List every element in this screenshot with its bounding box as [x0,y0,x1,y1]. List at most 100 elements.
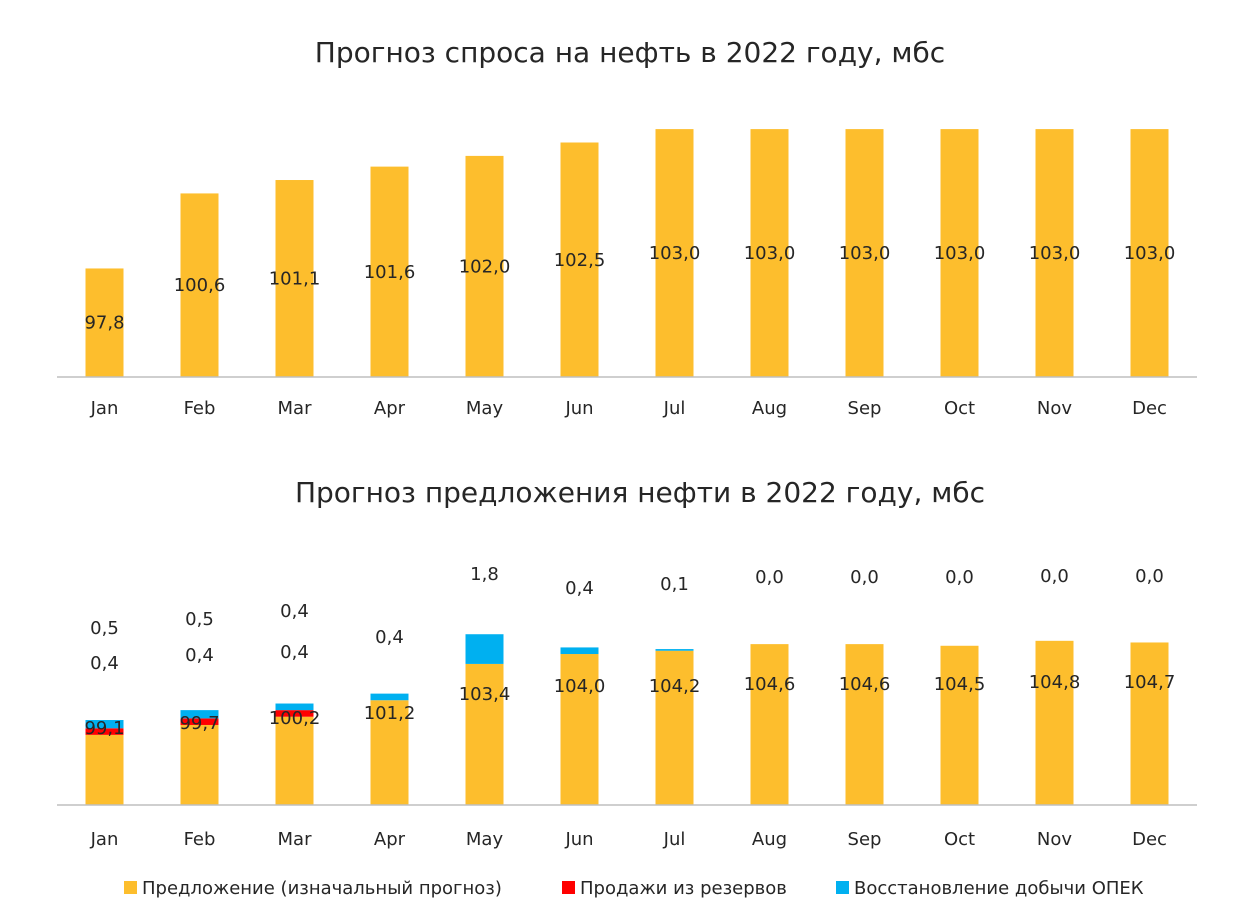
supply-bar-supply-sep [845,644,884,805]
legend-supply-swatch [124,881,137,894]
opec-value-label: 0,0 [850,567,879,588]
opec-value-label: 0,0 [945,567,974,588]
demand-tick-label: Nov [1037,398,1072,419]
supply-tick-label: Jan [90,829,119,850]
supply-tick-label: Dec [1132,829,1167,850]
demand-value-label: 103,0 [1029,243,1081,264]
supply-value-label: 104,5 [934,674,986,695]
supply-tick-label: Jun [564,829,593,850]
demand-chart: 97,8 100,6 101,1 101,6 102,0 102,5 103,0 103,0 1… [57,129,1197,419]
opec-value-label: 1,8 [470,564,499,585]
demand-tick-label: May [466,398,504,419]
demand-bar-may [465,155,504,377]
legend-opec-label: Восстановление добычи ОПЕК [854,878,1144,899]
demand-value-label: 103,0 [934,243,986,264]
demand-value-label: 103,0 [744,243,796,264]
demand-bar-oct [940,129,979,377]
opec-value-label: 0,0 [1040,566,1069,587]
demand-tick-label: Dec [1132,398,1167,419]
demand-tick-label: Apr [374,398,406,419]
demand-tick-label: Jul [663,398,686,419]
supply-bar-supply-oct [940,645,979,805]
demand-bar-jun [560,142,599,377]
supply-bar-supply-nov [1035,640,1074,805]
legend-supply-label: Предложение (изначальный прогноз) [142,878,502,899]
demand-bar-apr [370,166,409,377]
supply-value-label: 99,1 [84,718,124,739]
demand-bar-nov [1035,129,1074,377]
supply-bar-supply-jul [655,650,694,805]
supply-bar-opec-jul [655,649,694,651]
supply-bar-supply-dec [1130,642,1169,805]
supply-tick-label: Jul [663,829,686,850]
supply-value-label: 99,7 [179,713,219,734]
opec-value-label: 0,4 [375,627,404,648]
supply-value-label: 104,0 [554,676,606,697]
supply-value-label: 104,6 [744,674,796,695]
supply-bar-reserves-feb [180,718,219,725]
demand-bar-jan [85,268,124,377]
supply-bar-opec-may [465,634,504,664]
supply-bar-reserves-mar [275,710,314,717]
supply-value-label: 100,2 [269,708,321,729]
opec-value-label: 0,1 [660,574,689,595]
supply-bar-supply-aug [750,644,789,805]
opec-value-label: 0,4 [280,601,309,622]
supply-tick-label: Apr [374,829,406,850]
demand-tick-label: Oct [944,398,975,419]
demand-tick-label: Aug [752,398,787,419]
opec-value-label: 0,5 [185,609,214,630]
supply-bar-supply-mar [275,716,314,805]
opec-value-label: 0,5 [90,618,119,639]
demand-tick-label: Sep [848,398,882,419]
legend-reserves-label: Продажи из резервов [580,878,787,899]
opec-value-label: 0,4 [565,578,594,599]
demand-bar-feb [180,193,219,377]
supply-tick-label: Feb [184,829,216,850]
supply-legend: Предложение (изначальный прогноз) Продажи… [124,878,1144,899]
supply-value-label: 101,2 [364,703,416,724]
supply-tick-label: Mar [278,829,313,850]
demand-chart-title: Прогноз спроса на нефть в 2022 году, мбс [315,36,945,69]
supply-value-label: 104,8 [1029,672,1081,693]
supply-value-label: 103,4 [459,684,511,705]
supply-bar-opec-mar [275,703,314,711]
reserves-value-label: 0,4 [90,653,119,674]
supply-chart-title: Прогноз предложения нефти в 2022 году, м… [295,476,985,509]
opec-value-label: 0,0 [755,567,784,588]
reserves-value-label: 0,4 [185,645,214,666]
demand-value-label: 102,0 [459,256,511,277]
demand-tick-label: Jan [90,398,119,419]
supply-bar-opec-feb [180,710,219,719]
supply-bar-opec-jan [85,720,124,729]
legend-reserves-swatch [562,881,575,894]
supply-bar-supply-feb [180,724,219,805]
demand-value-label: 101,1 [269,269,321,290]
supply-value-label: 104,2 [649,676,701,697]
demand-bar-mar [275,180,314,377]
reserves-value-label: 0,4 [280,642,309,663]
demand-bar-sep [845,129,884,377]
demand-tick-label: Mar [278,398,313,419]
demand-tick-label: Jun [564,398,593,419]
supply-bar-opec-apr [370,693,409,701]
supply-value-label: 104,6 [839,674,891,695]
demand-value-label: 97,8 [84,313,124,334]
supply-bar-supply-jun [560,654,599,805]
demand-bar-dec [1130,129,1169,377]
legend-opec-swatch [836,881,849,894]
demand-value-label: 103,0 [649,243,701,264]
demand-value-label: 101,6 [364,262,416,283]
supply-tick-label: May [466,829,504,850]
supply-bar-opec-jun [560,647,599,655]
supply-tick-label: Oct [944,829,975,850]
opec-value-label: 0,0 [1135,566,1164,587]
demand-bar-aug [750,129,789,377]
supply-bar-supply-apr [370,700,409,805]
supply-tick-label: Aug [752,829,787,850]
demand-value-label: 103,0 [839,243,891,264]
demand-value-label: 103,0 [1124,243,1176,264]
supply-value-label: 104,7 [1124,672,1176,693]
